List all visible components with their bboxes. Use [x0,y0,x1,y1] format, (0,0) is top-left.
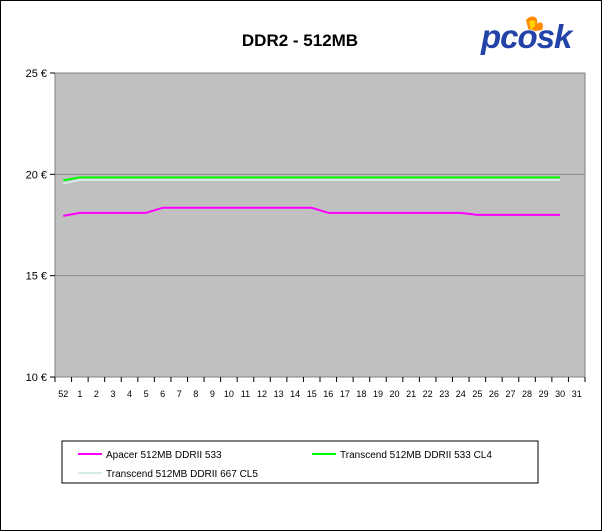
x-tick-label: 29 [539,389,549,399]
x-tick-label: 17 [340,389,350,399]
y-tick-label: 20 € [26,169,47,181]
y-axis: 10 € 15 € 20 € 25 € [26,68,55,384]
x-tick-label: 31 [572,389,582,399]
x-axis: 52 1 2 3 4 5 6 7 8 9 10 11 12 13 14 15 16 17 18 19 20 21 22 23 2… [54,377,586,399]
x-tick-label: 19 [373,389,383,399]
pcosk-logo: pcosk [479,12,583,58]
x-tick-label: 24 [456,389,466,399]
x-tick-label: 23 [439,389,449,399]
x-tick-label: 25 [472,389,482,399]
legend-entries: Apacer 512MB DDRII 533 Transcend 512MB DD… [78,450,492,480]
x-tick-label: 4 [127,389,132,399]
plot-area [54,72,586,378]
legend-label: Apacer 512MB DDRII 533 [106,450,222,461]
x-tick-label: 12 [257,389,267,399]
legend-label: Transcend 512MB DDRII 533 CL4 [340,450,492,461]
chart-title: DDR2 - 512MB [242,31,358,50]
x-tick-label: 9 [210,389,215,399]
x-tick-label: 30 [555,389,565,399]
x-tick-label: 21 [406,389,416,399]
x-tick-label: 15 [307,389,317,399]
y-tick-label: 15 € [26,271,47,283]
x-tick-label: 20 [390,389,400,399]
legend-label: Transcend 512MB DDRII 667 CL5 [106,469,258,480]
x-tick-label: 6 [160,389,165,399]
x-tick-label: 8 [193,389,198,399]
series-lines [63,176,561,217]
x-tick-label: 13 [274,389,284,399]
x-tick-label: 7 [177,389,182,399]
x-tick-label: 1 [77,389,82,399]
x-tick-label: 5 [144,389,149,399]
logo-text: pcosk [480,18,574,55]
x-tick-label: 18 [356,389,366,399]
series-line-3 [63,179,561,185]
x-tick-label: 10 [224,389,234,399]
gridlines [55,173,585,277]
x-tick-label: 26 [489,389,499,399]
x-tick-label: 27 [505,389,515,399]
x-tick-label: 28 [522,389,532,399]
x-tick-label: 16 [323,389,333,399]
y-tick-label: 10 € [26,372,47,384]
x-tick-label: 2 [94,389,99,399]
logo-icon: pcosk [479,16,576,56]
y-tick-label: 25 € [26,68,47,80]
legend [61,440,539,484]
series-line-1 [63,206,561,217]
x-tick-label: 14 [290,389,300,399]
x-tick-label: 3 [110,389,115,399]
x-tick-label: 22 [423,389,433,399]
series-line-2 [63,176,561,182]
x-tick-label: 11 [241,389,250,399]
x-tick-label: 52 [58,389,68,399]
